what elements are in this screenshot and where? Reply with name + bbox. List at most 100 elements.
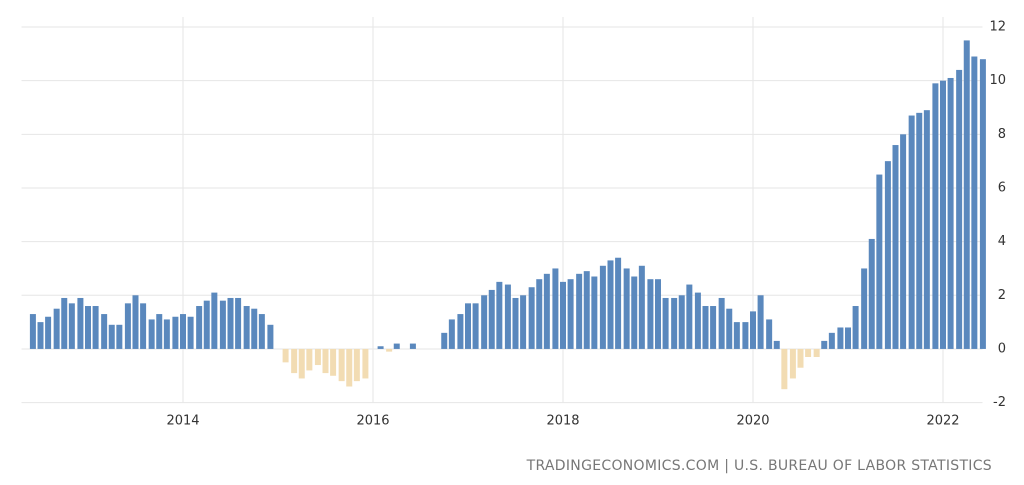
bar [330, 348, 337, 376]
bar [766, 319, 773, 349]
bar [583, 271, 590, 349]
bar [101, 314, 108, 349]
bar [892, 145, 899, 349]
y-tick-label: -2 [993, 395, 1006, 410]
bar [512, 297, 519, 349]
bar [710, 306, 717, 349]
bar [694, 292, 701, 349]
bar [963, 40, 970, 349]
bar [322, 348, 329, 374]
bar [267, 324, 274, 349]
bar [124, 303, 131, 349]
bar [227, 297, 234, 349]
bar [219, 300, 226, 349]
bar [77, 297, 84, 349]
bar [85, 306, 91, 349]
bar [409, 343, 416, 349]
bar [362, 348, 369, 379]
bar [457, 314, 464, 349]
bar [773, 340, 780, 349]
bar [488, 289, 495, 349]
bar [805, 348, 812, 357]
bar [377, 346, 384, 349]
x-tick-label: 2014 [166, 414, 199, 429]
bar [821, 340, 828, 349]
source: TRADINGECONOMICS.COM | U.S. BUREAU OF LA… [526, 458, 992, 474]
bar [346, 348, 353, 387]
bar [92, 306, 99, 349]
bar [298, 348, 305, 379]
bar [386, 348, 393, 352]
bar [923, 110, 930, 349]
bar [655, 279, 661, 349]
bar [448, 319, 455, 349]
bar [543, 273, 550, 349]
bar [258, 314, 265, 349]
y-tick-label: 6 [998, 180, 1006, 195]
bar [180, 314, 186, 349]
y-tick-label: 2 [998, 288, 1006, 303]
bar [876, 174, 883, 349]
bar [631, 276, 638, 349]
bar [908, 115, 915, 349]
bar [132, 295, 139, 349]
bar [172, 316, 179, 349]
bar [916, 112, 923, 349]
bar [29, 314, 36, 349]
bar [971, 56, 978, 349]
bar [567, 279, 574, 349]
bar [552, 268, 559, 349]
bar [813, 348, 820, 357]
bar [789, 348, 796, 379]
bar [140, 303, 147, 349]
bar [37, 322, 44, 349]
bar [678, 295, 685, 349]
bar [742, 322, 749, 349]
bar [560, 281, 566, 349]
bar [251, 308, 258, 349]
bar [900, 134, 907, 349]
bar [211, 292, 218, 349]
bar [472, 303, 479, 349]
bar [163, 319, 170, 349]
bar [638, 265, 645, 349]
bar [53, 308, 60, 349]
bar [956, 69, 963, 349]
bar [686, 284, 693, 349]
bar [108, 324, 115, 349]
bar [338, 348, 345, 382]
bar [781, 348, 788, 390]
bar [797, 348, 804, 368]
bar [282, 348, 289, 363]
bar [465, 303, 471, 349]
bar [861, 268, 868, 349]
bar [868, 238, 875, 349]
bar [615, 257, 622, 349]
x-tick-label: 2016 [356, 414, 389, 429]
bar [852, 306, 859, 349]
bar [726, 308, 733, 349]
bar [757, 295, 764, 349]
bar [148, 319, 155, 349]
bar [196, 306, 203, 349]
bar [243, 306, 250, 349]
x-tick-label: 2018 [546, 414, 579, 429]
bar [884, 161, 891, 349]
y-tick-label: 0 [998, 341, 1006, 356]
bar [979, 59, 986, 349]
bar [671, 297, 678, 349]
bar [504, 284, 511, 349]
x-tick-label: 2020 [736, 414, 769, 429]
bar [591, 276, 598, 349]
y-tick-label: 8 [998, 127, 1006, 142]
bar [750, 311, 756, 349]
bar [61, 297, 68, 349]
bar [528, 287, 535, 349]
bar [156, 314, 163, 349]
bar [306, 348, 313, 371]
bar [481, 295, 488, 349]
bar [647, 279, 654, 349]
bar [45, 316, 52, 349]
x-tick-label: 2022 [926, 414, 959, 429]
bar [702, 306, 709, 349]
